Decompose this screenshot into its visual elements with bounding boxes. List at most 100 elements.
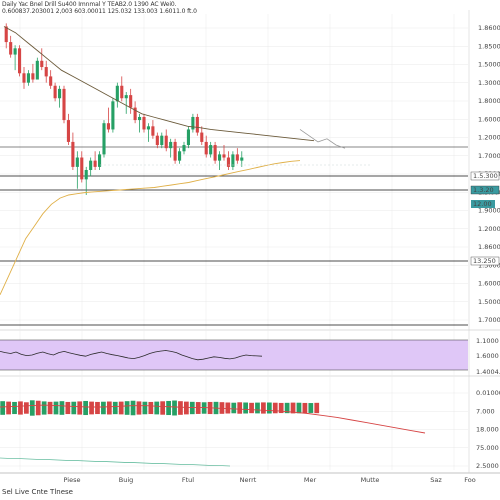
candle-body [111, 101, 115, 130]
candle-body [40, 60, 44, 68]
y-tick-label: 7.000 [476, 407, 495, 415]
volume-bar [178, 401, 183, 415]
volume-bar [83, 400, 89, 416]
candle-body [13, 48, 17, 55]
y-tick-label: 75.000 [476, 444, 499, 452]
y-tick-label: 1.3000 [478, 79, 500, 87]
candle-body [80, 157, 84, 180]
candle-body [9, 42, 13, 55]
x-tick-label: Nerrt [240, 476, 257, 484]
volume-bar [24, 402, 29, 414]
price-tag-label: 1.5.300 [473, 172, 498, 180]
candle-body [62, 88, 66, 121]
forecast-path [299, 129, 346, 149]
volume-bar [308, 403, 314, 413]
x-tick-label: Ftul [182, 476, 194, 484]
candle-body [235, 154, 239, 161]
candle-body [120, 85, 124, 99]
volume-bar [47, 401, 53, 415]
volume-bar [255, 402, 260, 414]
volume-bar [225, 402, 231, 414]
y-tick-label: 1.2000 [478, 225, 500, 233]
volume-bar [172, 400, 177, 416]
volume-bar [71, 401, 77, 415]
y-tick-label: 18.000 [476, 426, 499, 434]
y-tick-label: 1.9000 [478, 207, 500, 215]
volume-bar [18, 401, 23, 415]
y-tick-label: 1.5000 [478, 298, 500, 306]
price-tag [470, 256, 500, 266]
volume-bar [284, 402, 290, 414]
y-tick-label: 1.6000 [478, 115, 500, 123]
y-tick-label: 1.2000 [478, 134, 500, 142]
volume-bar [237, 402, 243, 414]
y-tick-label: 1.8500 [478, 42, 500, 50]
volume-bar [314, 402, 320, 414]
candle-body [160, 135, 164, 146]
candle-body [115, 85, 119, 102]
candle-body [84, 170, 88, 180]
volume-bar [77, 401, 83, 415]
price-tag [470, 171, 500, 181]
volume-bar [154, 401, 160, 415]
chart-footer-tabs[interactable]: Sel Live Cnte Tlnese [2, 488, 73, 496]
candle-body [58, 88, 62, 99]
volume-bar [59, 401, 65, 415]
volume-bar [53, 401, 59, 415]
candle-body [142, 116, 146, 130]
y-tick-label: 1.8600 [478, 243, 500, 251]
volume-bar [272, 402, 278, 414]
volume-bar [231, 402, 237, 414]
x-tick-label: Mutte [361, 476, 380, 484]
candle-body [26, 73, 30, 83]
volume-bar [142, 401, 148, 415]
candle-body [133, 107, 137, 121]
volume-bar [302, 402, 308, 414]
price-tag [470, 185, 500, 195]
rsi-line [0, 350, 263, 361]
candle-body [93, 160, 97, 167]
volume-bar [243, 402, 249, 414]
y-tick-label: 1.4004.0 [476, 368, 500, 376]
volume-bar [41, 401, 47, 415]
candle-body [222, 154, 226, 158]
candle-body [44, 67, 48, 77]
price-tag [471, 200, 495, 208]
candle-body [129, 95, 133, 108]
candle-body [49, 76, 53, 86]
candle-body [218, 154, 222, 161]
moving-average-line [0, 160, 301, 295]
candle-body [164, 135, 168, 149]
volume-bar [0, 401, 6, 415]
volume-bar [124, 401, 130, 415]
chart-header-line2: 0.600837.203001 2,003 603.00011 125.032 … [2, 8, 197, 15]
volume-bar [261, 402, 266, 414]
volume-bar [29, 400, 35, 416]
y-tick-label: 1.6000 [478, 280, 500, 288]
volume-bar [12, 401, 17, 415]
candle-body [231, 154, 235, 167]
candle-body [98, 154, 102, 167]
candle-body [89, 160, 93, 170]
y-tick-label: 0.01000 [476, 389, 500, 397]
candle-body [151, 126, 155, 136]
volume-bar [290, 402, 296, 414]
candle-body [53, 85, 57, 99]
x-tick-label: Buig [119, 476, 134, 484]
volume-bar [112, 401, 118, 415]
volume-bar [130, 400, 136, 416]
volume-bar [296, 402, 302, 414]
x-tick-label: Foo [464, 476, 475, 484]
candle-body [191, 116, 195, 130]
candle-body [66, 120, 70, 142]
volume-bar [89, 401, 94, 415]
chart-header-line1: Daily Yac Bnel Drill Su400 Imnmal Y TEAB… [2, 1, 177, 8]
volume-bar [266, 402, 272, 414]
volume-bar [95, 401, 100, 415]
candle-body [71, 141, 75, 167]
candle-body [35, 60, 39, 80]
candle-body [195, 116, 199, 133]
volume-bar [278, 402, 284, 414]
candle-body [18, 48, 22, 74]
